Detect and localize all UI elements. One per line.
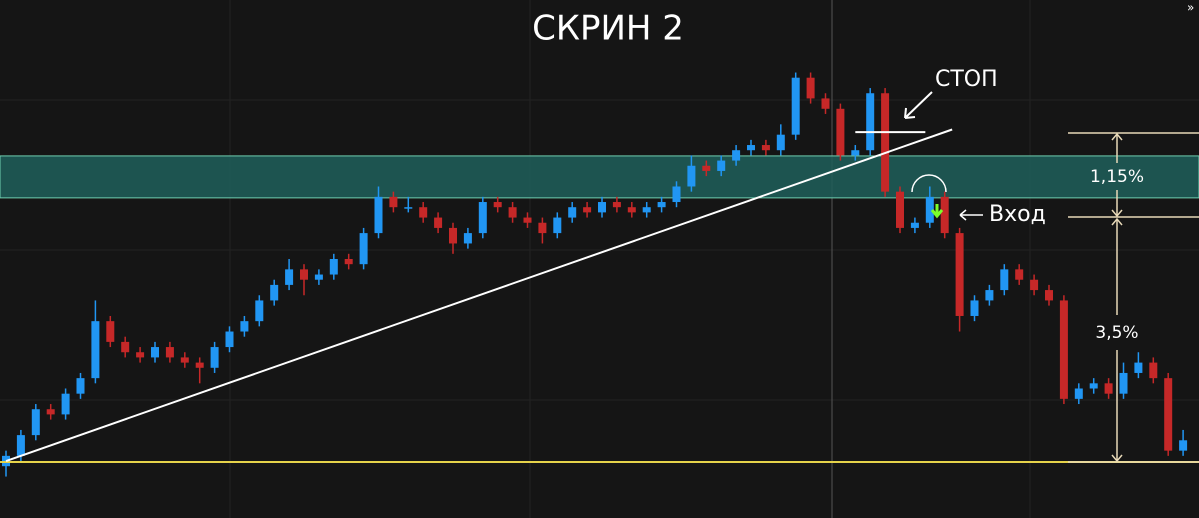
candle-body: [374, 196, 383, 234]
candle-body: [791, 77, 800, 135]
candle-body: [598, 202, 606, 213]
candle-body: [240, 321, 249, 332]
candle-body: [806, 77, 815, 99]
candle-body: [151, 347, 159, 358]
stop-label: СТОП: [935, 67, 998, 92]
candle-body: [1074, 388, 1083, 399]
candle-body: [821, 98, 830, 109]
candle-body: [523, 217, 532, 223]
candle-body: [672, 186, 681, 203]
candle-body: [910, 222, 919, 228]
candle-body: [1015, 269, 1024, 280]
candle-body: [344, 259, 353, 265]
candle-body: [31, 409, 40, 436]
candle-body: [508, 207, 517, 218]
candle-body: [106, 321, 115, 342]
candle-body: [1149, 362, 1158, 379]
candle-body: [165, 347, 174, 358]
candle-body: [404, 207, 413, 209]
zone: [0, 155, 1199, 199]
candle-body: [314, 274, 323, 280]
candle-body: [180, 357, 189, 363]
candle-body: [46, 409, 55, 415]
candle-body: [940, 196, 949, 234]
candle-body: [985, 290, 994, 301]
candle-body: [583, 207, 592, 213]
candle-body: [434, 217, 443, 228]
candle-body: [896, 191, 904, 228]
candle-body: [612, 202, 621, 208]
candle-body: [761, 145, 770, 151]
candle-body: [1164, 378, 1173, 451]
candle-body: [121, 341, 130, 353]
candle-body: [359, 233, 368, 265]
entry-pointer: [959, 209, 983, 221]
candle-body: [747, 145, 755, 151]
candle-body: [270, 284, 279, 301]
candle-body: [1045, 290, 1053, 301]
measure: [1068, 132, 1199, 463]
candle-body: [702, 165, 711, 171]
entry-arrow: [930, 204, 944, 219]
candle-body: [538, 222, 547, 234]
candle-body: [225, 331, 234, 348]
candle-body: [1089, 383, 1098, 389]
candle-body: [687, 165, 696, 187]
candle-body: [210, 347, 219, 368]
candle-body: [553, 217, 562, 234]
candle-body: [657, 202, 666, 208]
candle-body: [136, 352, 145, 358]
candle-body: [970, 300, 979, 316]
candle-body: [463, 233, 472, 244]
expand-icon[interactable]: »: [1187, 1, 1194, 15]
candle-body: [329, 259, 338, 275]
candle-body: [195, 362, 204, 368]
upper-move-label: 1,15%: [1090, 167, 1144, 187]
candle-body: [851, 150, 860, 156]
candle-body: [1134, 362, 1143, 373]
candle-body: [16, 435, 25, 456]
chart-title: СКРИН 2: [532, 9, 684, 49]
candle-body: [1119, 372, 1128, 394]
candle-body: [1104, 383, 1113, 394]
candle-body: [449, 227, 457, 244]
entry-arc: [911, 174, 947, 193]
candle-body: [1179, 440, 1188, 451]
candle-body: [478, 202, 487, 234]
stop-arrow: [904, 91, 933, 119]
candle-body: [61, 393, 70, 415]
trend-line: [5, 128, 953, 462]
candle-body: [76, 378, 85, 394]
candle-body: [955, 233, 964, 316]
candle-body: [91, 321, 100, 379]
candle-body: [389, 196, 398, 208]
candle-body: [568, 207, 577, 218]
candle-body: [836, 108, 845, 156]
candle-body: [1030, 279, 1039, 291]
candle-body: [285, 269, 294, 285]
entry-label: Вход: [989, 202, 1046, 227]
candle-body: [493, 202, 502, 208]
candle-body: [717, 160, 726, 171]
candle-body: [419, 207, 428, 218]
candle-body: [255, 300, 264, 322]
candle-body: [1059, 300, 1068, 399]
candle-body: [866, 93, 875, 151]
candle-body: [776, 134, 785, 151]
candle-body: [627, 207, 636, 213]
lower-move-label: 3,5%: [1095, 323, 1138, 343]
candle-body: [925, 196, 934, 223]
candle-body: [732, 150, 741, 161]
candle-body: [1000, 269, 1009, 291]
candle-body: [642, 207, 651, 213]
candle-body: [881, 93, 890, 192]
candle-body: [300, 269, 308, 280]
